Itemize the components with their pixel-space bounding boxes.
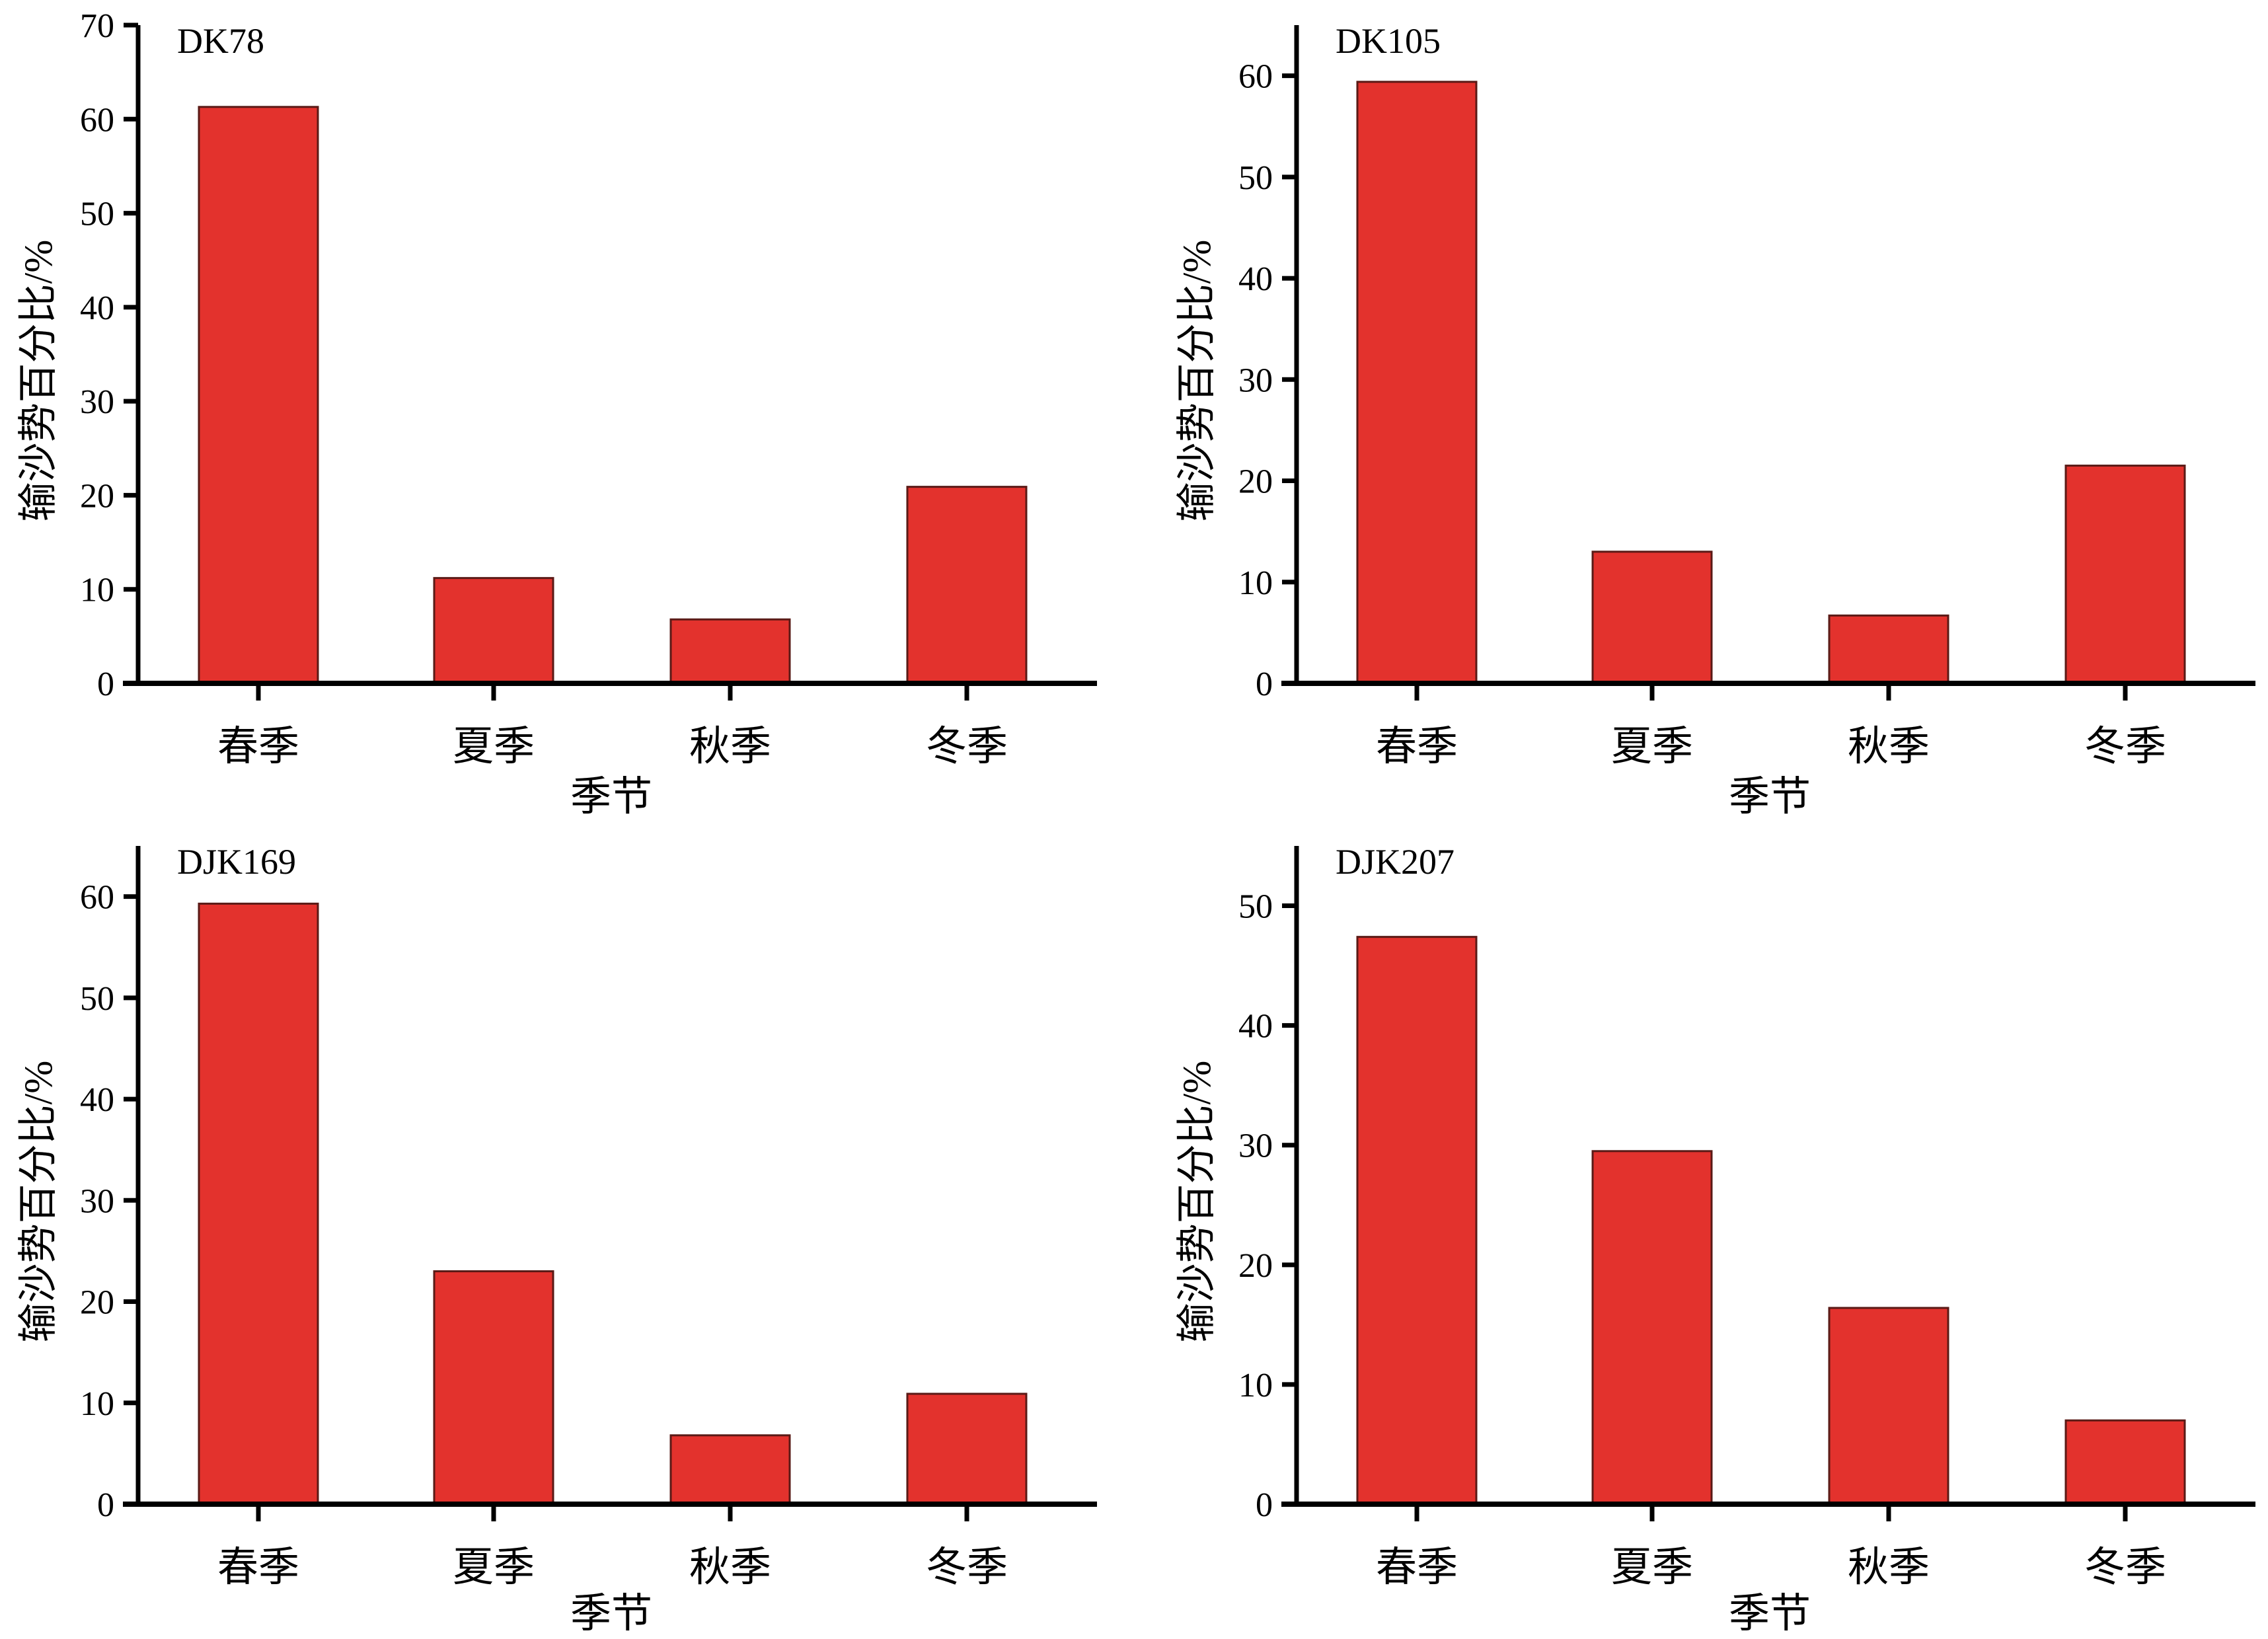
panel-title: DJK169 bbox=[177, 842, 296, 882]
panel-title: DK78 bbox=[177, 21, 264, 61]
x-tick-label: 春季 bbox=[1376, 724, 1458, 769]
y-tick-label: 50 bbox=[1238, 159, 1273, 197]
y-tick-label: 0 bbox=[97, 1486, 114, 1524]
x-tick-label: 春季 bbox=[217, 724, 299, 769]
bar-2 bbox=[433, 577, 554, 685]
x-tick-label: 冬季 bbox=[926, 1545, 1008, 1590]
panel-djk207: DJK207 输沙势百分比/% 季节 0 10 20 30 40 50 春季 夏季 秋季 冬季 bbox=[1175, 842, 2255, 1636]
y-tick-label: 10 bbox=[1238, 564, 1273, 602]
panel-dk78: DK78 输沙势百分比/% 季节 0 10 20 30 40 50 60 70 春季 夏季 秋季 冬… bbox=[17, 7, 1097, 820]
y-axis-label: 输沙势百分比/% bbox=[17, 1061, 60, 1343]
y-tick-label: 60 bbox=[80, 879, 114, 917]
y-tick-label: 40 bbox=[1238, 1008, 1273, 1046]
y-tick-label: 70 bbox=[80, 7, 114, 45]
bar-1 bbox=[1356, 936, 1478, 1506]
y-tick-label: 30 bbox=[80, 383, 114, 421]
y-tick-label: 10 bbox=[80, 572, 114, 609]
y-axis-label: 输沙势百分比/% bbox=[1175, 240, 1219, 522]
x-tick-label: 冬季 bbox=[926, 724, 1008, 769]
x-tick-label: 秋季 bbox=[689, 724, 771, 769]
bar-4 bbox=[906, 486, 1028, 685]
y-tick-label: 20 bbox=[80, 1284, 114, 1322]
y-tick-label: 20 bbox=[1238, 1247, 1273, 1285]
bar-4 bbox=[2064, 465, 2186, 685]
y-tick-label: 30 bbox=[80, 1182, 114, 1220]
x-tick-label: 夏季 bbox=[453, 724, 535, 769]
bar-4 bbox=[2064, 1419, 2186, 1506]
x-tick-label: 夏季 bbox=[1611, 724, 1693, 769]
y-tick-label: 10 bbox=[80, 1385, 114, 1423]
y-tick-label: 60 bbox=[1238, 58, 1273, 96]
y-tick-label: 20 bbox=[1238, 463, 1273, 501]
bar-2 bbox=[1591, 551, 1713, 685]
y-axis-label: 输沙势百分比/% bbox=[17, 240, 60, 522]
y-tick-label: 30 bbox=[1238, 1127, 1273, 1165]
y-tick-label: 0 bbox=[1256, 1486, 1273, 1524]
panel-title: DK105 bbox=[1336, 21, 1441, 61]
panel-dk105: DK105 输沙势百分比/% 季节 0 10 20 30 40 50 60 春季 夏季 秋季 冬季 bbox=[1175, 21, 2255, 820]
bar-3 bbox=[1828, 1307, 1949, 1506]
x-axis-label: 季节 bbox=[570, 1591, 652, 1636]
x-tick-label: 冬季 bbox=[2084, 1545, 2166, 1590]
bar-3 bbox=[669, 1434, 791, 1506]
x-tick-label: 春季 bbox=[1376, 1545, 1458, 1590]
x-tick-label: 秋季 bbox=[1848, 1545, 1930, 1590]
y-tick-label: 30 bbox=[1238, 362, 1273, 399]
x-tick-label: 秋季 bbox=[689, 1545, 771, 1590]
x-axis-label: 季节 bbox=[1729, 1591, 1811, 1636]
y-tick-label: 60 bbox=[80, 101, 114, 139]
x-tick-label: 夏季 bbox=[453, 1545, 535, 1590]
x-tick-label: 春季 bbox=[217, 1545, 299, 1590]
y-tick-label: 0 bbox=[1256, 666, 1273, 703]
bar-2 bbox=[1591, 1150, 1713, 1506]
panel-title: DJK207 bbox=[1336, 842, 1455, 882]
x-axis-label: 季节 bbox=[570, 775, 652, 820]
bar-1 bbox=[198, 902, 319, 1506]
y-tick-label: 50 bbox=[80, 196, 114, 233]
y-tick-label: 0 bbox=[97, 666, 114, 703]
y-tick-label: 50 bbox=[80, 980, 114, 1018]
bar-3 bbox=[1828, 614, 1949, 685]
y-tick-label: 40 bbox=[1238, 260, 1273, 298]
x-tick-label: 冬季 bbox=[2084, 724, 2166, 769]
x-axis-label: 季节 bbox=[1729, 775, 1811, 820]
bar-4 bbox=[906, 1392, 1028, 1506]
y-tick-label: 40 bbox=[80, 289, 114, 327]
x-tick-label: 夏季 bbox=[1611, 1545, 1693, 1590]
y-axis-label: 输沙势百分比/% bbox=[1175, 1061, 1219, 1343]
bar-1 bbox=[198, 106, 319, 685]
y-tick-label: 50 bbox=[1238, 888, 1273, 926]
bar-3 bbox=[669, 618, 791, 685]
y-tick-label: 20 bbox=[80, 477, 114, 515]
bar-2 bbox=[433, 1270, 554, 1506]
x-tick-label: 秋季 bbox=[1848, 724, 1930, 769]
y-tick-label: 40 bbox=[80, 1081, 114, 1119]
y-tick-label: 10 bbox=[1238, 1367, 1273, 1404]
panel-djk169: DJK169 输沙势百分比/% 季节 0 10 20 30 40 50 60 春季 夏季 秋季 冬… bbox=[17, 842, 1097, 1636]
bar-1 bbox=[1356, 81, 1478, 685]
